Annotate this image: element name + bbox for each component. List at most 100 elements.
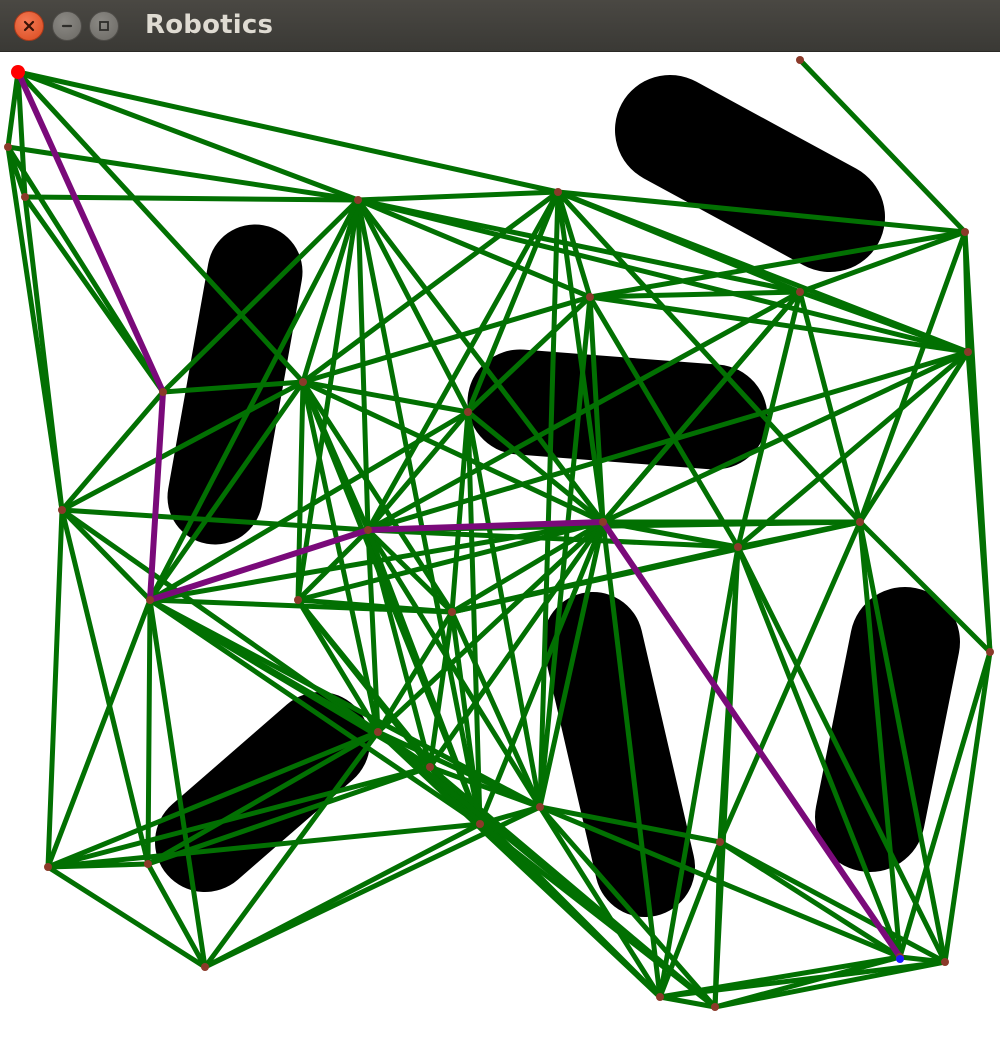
window-titlebar: Robotics [0, 0, 1000, 52]
roadmap-edge [555, 189, 968, 235]
roadmap-edge [587, 229, 968, 300]
start-node [11, 65, 25, 79]
roadmap-edge [465, 189, 561, 415]
roadmap-edge [857, 519, 948, 965]
roadmap-edge [537, 294, 593, 810]
roadmap-node [599, 518, 607, 526]
roadmap-edge [942, 649, 993, 965]
roadmap-node [21, 193, 29, 201]
obstacle-bottom-center [543, 592, 695, 917]
roadmap-edge [465, 294, 593, 415]
roadmap-edge [449, 409, 471, 615]
roadmap-edge [555, 189, 593, 300]
roadmap-edge [300, 294, 593, 385]
roadmap-node [964, 348, 972, 356]
roadmap-edge [22, 194, 166, 395]
roadmap-edge [15, 69, 361, 203]
roadmap-edge [587, 294, 741, 550]
path-layer [15, 69, 903, 960]
roadmap-edge [717, 839, 903, 960]
roadmap-edge [365, 349, 971, 533]
roadmap-edge [355, 197, 593, 300]
maximize-button[interactable] [89, 11, 119, 41]
roadmap-edge [147, 197, 361, 603]
roadmap-edge [145, 861, 208, 970]
roadmap-edge [355, 197, 483, 827]
roadmap-svg [4, 56, 994, 1011]
roadmap-edge [717, 839, 948, 965]
roadmap-node [374, 728, 382, 736]
roadmap-edge [797, 289, 863, 525]
roadmap-edge [427, 609, 455, 770]
roadmap-edge [375, 729, 718, 1010]
roadmap-edge [295, 527, 371, 603]
maximize-icon [99, 21, 109, 31]
roadmap-edge [600, 289, 803, 525]
roadmap-edge [375, 609, 455, 735]
roadmap-edge [160, 379, 306, 395]
roadmap-edge [537, 804, 663, 1000]
roadmap-node [294, 596, 302, 604]
roadmap-edge [45, 597, 153, 870]
roadmap-node [716, 838, 724, 846]
goal-node [896, 955, 904, 963]
minimize-icon [61, 24, 73, 28]
roadmap-edge [712, 959, 948, 1010]
roadmap-edge [537, 804, 903, 960]
roadmap-edge [587, 289, 803, 300]
roadmap-edge [365, 409, 471, 533]
roadmap-node [4, 143, 12, 151]
roadmap-edge [145, 764, 433, 867]
roadmap-edge [857, 519, 993, 655]
roadmap-node [146, 596, 154, 604]
roadmap-edge [300, 197, 361, 385]
roadmap-edge [202, 729, 381, 970]
roadmap-edge [59, 389, 166, 513]
roadmap-edge [449, 519, 606, 615]
roadmap-node [464, 408, 472, 416]
roadmap-edge [797, 289, 971, 355]
roadmap-edge [295, 197, 361, 603]
roadmap-edge [15, 69, 561, 195]
roadmap-edge [300, 189, 561, 385]
roadmap-edge [59, 507, 151, 867]
roadmap-node [734, 543, 742, 551]
roadmap-edge [857, 519, 903, 960]
roadmap-node [796, 56, 804, 64]
roadmap-edge [537, 519, 606, 810]
roadmap-edge [465, 409, 606, 525]
roadmap-edge [295, 597, 455, 615]
roadmap-node [586, 293, 594, 301]
roadmap-node [941, 958, 949, 966]
roadmap-edge [427, 764, 543, 810]
minimize-button[interactable] [52, 11, 82, 41]
roadmap-edge [537, 804, 718, 1010]
roadmap-edge [147, 597, 208, 970]
roadmap-node [856, 518, 864, 526]
roadmap-edge [5, 144, 166, 395]
window-title: Robotics [145, 10, 274, 40]
roadmap-edge [5, 144, 361, 203]
roadmap-node [364, 526, 372, 534]
roadmap-node [448, 608, 456, 616]
roadmap-edge [735, 289, 803, 550]
roadmap-edge [477, 821, 663, 1000]
obstacle-bottom-right [815, 587, 960, 872]
roadmap-edge [365, 527, 741, 550]
roadmap-edge [555, 189, 863, 525]
roadmap-edge [365, 189, 561, 533]
roadmap-canvas[interactable] [0, 52, 1000, 1050]
roadmap-edge [22, 194, 361, 203]
roadmap-edge [600, 349, 971, 525]
roadmap-edge [15, 69, 306, 385]
roadmap-edge [555, 189, 606, 525]
roadmap-node [159, 388, 167, 396]
roadmap-edge [657, 544, 741, 1000]
roadmap-edge [365, 289, 803, 533]
close-button[interactable] [14, 11, 44, 41]
roadmap-edge [45, 864, 208, 970]
roadmap-edge [449, 609, 543, 810]
roadmap-edge [735, 544, 903, 960]
roadmap-edge [897, 649, 993, 960]
roadmap-edge [797, 229, 968, 295]
